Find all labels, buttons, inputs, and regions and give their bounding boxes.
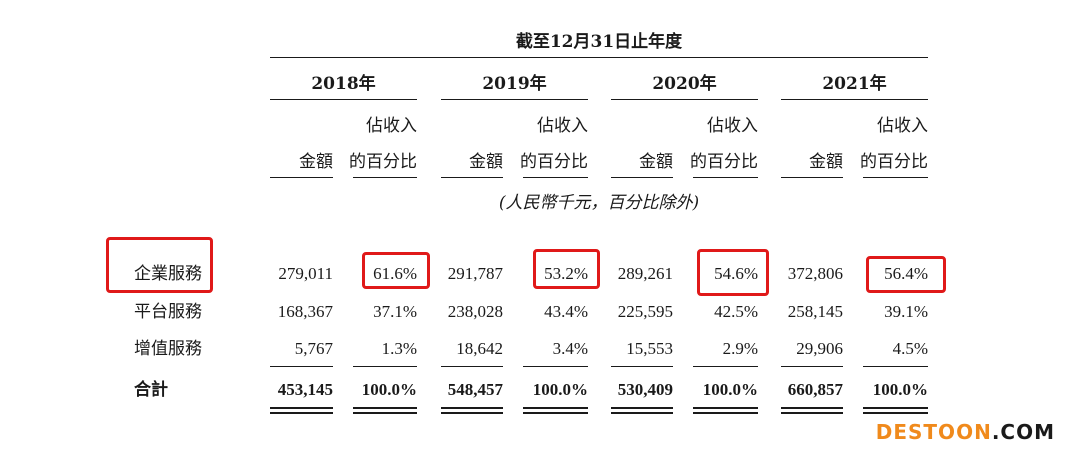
total-double-rule	[693, 407, 758, 409]
cell-amount: 372,806	[787, 264, 843, 283]
subtotal-rule	[523, 366, 588, 367]
subtotal-rule	[611, 366, 673, 367]
total-amount: 660,857	[787, 380, 843, 399]
year-header-2018: 2018年	[311, 74, 376, 94]
total-double-rule	[441, 407, 503, 409]
total-pct: 100.0%	[872, 380, 928, 399]
highlight-box-2020-pct	[697, 249, 769, 296]
cell-amount: 279,011	[278, 264, 333, 283]
cell-amount: 18,642	[456, 339, 503, 358]
header-rule	[441, 177, 503, 178]
row-label-total: 合計	[134, 380, 168, 400]
header-rule	[353, 177, 417, 178]
header-rule	[781, 177, 843, 178]
total-double-rule	[353, 412, 417, 414]
row-label-value-added: 增值服務	[134, 339, 202, 359]
subtotal-rule	[353, 366, 417, 367]
cell-amount: 258,145	[787, 302, 843, 321]
cell-pct: 2.9%	[722, 339, 758, 358]
subtotal-rule	[693, 366, 758, 367]
col-header-pct-line1: 佔收入	[366, 116, 417, 136]
cell-amount: 29,906	[796, 339, 843, 358]
period-title-underline	[270, 57, 928, 58]
total-pct: 100.0%	[702, 380, 758, 399]
total-pct: 100.0%	[361, 380, 417, 399]
cell-pct: 43.4%	[544, 302, 588, 321]
cell-pct: 37.1%	[373, 302, 417, 321]
header-rule	[523, 177, 588, 178]
cell-pct: 42.5%	[714, 302, 758, 321]
cell-amount: 168,367	[277, 302, 333, 321]
total-double-rule	[781, 412, 843, 414]
row-label-enterprise: 企業服務	[134, 264, 202, 284]
total-double-rule	[863, 407, 928, 409]
cell-pct: 54.6%	[714, 264, 758, 283]
col-header-amount: 金額	[639, 152, 673, 172]
highlight-box-2021-pct	[866, 256, 946, 293]
highlight-box-enterprise-label	[106, 237, 213, 293]
total-amount: 548,457	[447, 380, 503, 399]
watermark-brand: DESTOON	[875, 420, 992, 444]
highlight-box-2018-pct	[362, 252, 430, 289]
cell-pct: 53.2%	[544, 264, 588, 283]
year-header-2021: 2021年	[822, 74, 887, 94]
cell-amount: 289,261	[617, 264, 673, 283]
year-underline	[611, 99, 758, 100]
subtotal-rule	[863, 366, 928, 367]
highlight-box-2019-pct	[533, 249, 600, 289]
subtotal-rule	[781, 366, 843, 367]
cell-pct: 61.6%	[373, 264, 417, 283]
cell-amount: 15,553	[626, 339, 673, 358]
total-double-rule	[523, 412, 588, 414]
total-pct: 100.0%	[532, 380, 588, 399]
cell-pct: 56.4%	[884, 264, 928, 283]
watermark-suffix: .COM	[991, 420, 1055, 444]
total-double-rule	[353, 407, 417, 409]
col-header-pct-line2: 的百分比	[860, 152, 928, 172]
year-underline	[781, 99, 928, 100]
header-rule	[270, 177, 333, 178]
total-amount: 530,409	[617, 380, 673, 399]
year-header-2019: 2019年	[482, 74, 547, 94]
col-header-pct-line1: 佔收入	[877, 116, 928, 136]
total-double-rule	[611, 412, 673, 414]
col-header-pct-line2: 的百分比	[520, 152, 588, 172]
cell-amount: 291,787	[447, 264, 503, 283]
total-double-rule	[270, 407, 333, 409]
unit-note: (人民幣千元，百分比除外)	[498, 193, 700, 213]
col-header-pct-line2: 的百分比	[690, 152, 758, 172]
cell-amount: 5,767	[294, 339, 333, 358]
total-double-rule	[781, 407, 843, 409]
total-double-rule	[523, 407, 588, 409]
period-title: 截至12月31日止年度	[515, 32, 683, 52]
col-header-amount: 金額	[809, 152, 843, 172]
watermark-logo: DESTOON.COM	[876, 420, 1055, 444]
total-double-rule	[693, 412, 758, 414]
year-underline	[441, 99, 588, 100]
cell-amount: 225,595	[617, 302, 673, 321]
col-header-pct-line1: 佔收入	[537, 116, 588, 136]
cell-amount: 238,028	[447, 302, 503, 321]
cell-pct: 39.1%	[884, 302, 928, 321]
year-underline	[270, 99, 417, 100]
cell-pct: 1.3%	[381, 339, 417, 358]
subtotal-rule	[270, 366, 333, 367]
total-double-rule	[863, 412, 928, 414]
row-label-platform: 平台服務	[134, 302, 202, 322]
header-rule	[693, 177, 758, 178]
cell-pct: 4.5%	[892, 339, 928, 358]
col-header-pct-line1: 佔收入	[707, 116, 758, 136]
col-header-amount: 金額	[469, 152, 503, 172]
cell-pct: 3.4%	[552, 339, 588, 358]
header-rule	[611, 177, 673, 178]
total-amount: 453,145	[277, 380, 333, 399]
col-header-amount: 金額	[299, 152, 333, 172]
col-header-pct-line2: 的百分比	[349, 152, 417, 172]
year-header-2020: 2020年	[652, 74, 717, 94]
total-double-rule	[611, 407, 673, 409]
subtotal-rule	[441, 366, 503, 367]
header-rule	[863, 177, 928, 178]
total-double-rule	[270, 412, 333, 414]
total-double-rule	[441, 412, 503, 414]
